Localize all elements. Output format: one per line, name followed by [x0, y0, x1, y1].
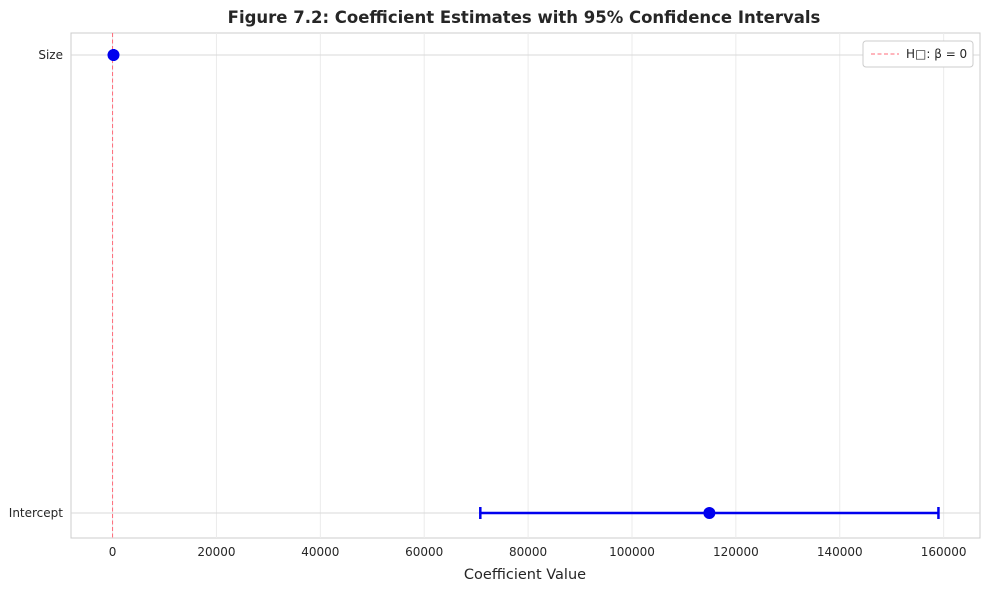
plot-area [70, 32, 981, 539]
y-tick-label: Intercept [9, 506, 64, 520]
legend-label: H□: β = 0 [906, 47, 967, 61]
x-tick-labels: 0 20000 40000 60000 80000 100000 120000 140000 1… [109, 545, 967, 559]
chart-title: Figure 7.2: Coefficient Estimates with 9… [228, 8, 821, 27]
x-tick-label: 60000 [405, 545, 443, 559]
estimate-point [703, 507, 716, 519]
x-tick-label: 0 [109, 545, 117, 559]
y-tick-labels: Intercept Size [9, 48, 64, 520]
x-tick-label: 20000 [197, 545, 235, 559]
series-layer [107, 49, 940, 519]
legend-box [862, 40, 974, 68]
x-axis-label: Coefficient Value [464, 567, 586, 583]
x-tick-label: 40000 [301, 545, 339, 559]
x-tick-label: 100000 [609, 545, 655, 559]
x-tick-label: 80000 [509, 545, 547, 559]
legend: H□: β = 0 [862, 40, 974, 68]
x-tick-label: 120000 [713, 545, 759, 559]
x-tick-label: 140000 [817, 545, 863, 559]
x-tick-label: 160000 [921, 545, 967, 559]
estimate-point [107, 49, 120, 61]
y-tick-label: Size [38, 48, 63, 62]
